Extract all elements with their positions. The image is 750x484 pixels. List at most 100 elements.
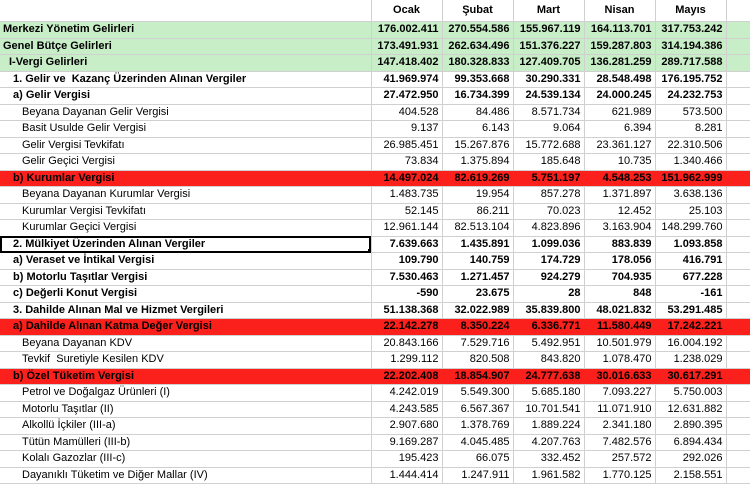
value-cell[interactable]: 5.549.300 [441,384,514,402]
value-cell[interactable]: 3.163.904 [583,219,656,237]
value-cell[interactable]: 66.075 [441,450,514,468]
value-cell[interactable]: 24.539.134 [512,87,585,105]
value-cell[interactable]: 41.969.974 [370,70,443,88]
clipped-cell[interactable] [725,21,750,39]
clipped-cell[interactable] [725,252,750,270]
value-cell[interactable]: 270.554.586 [441,21,514,39]
value-cell[interactable]: 3.638.136 [654,186,727,204]
clipped-cell[interactable] [725,136,750,154]
value-cell[interactable]: 677.228 [654,268,727,286]
value-cell[interactable]: 317.753.242 [654,21,727,39]
value-cell[interactable]: 1.378.769 [441,417,514,435]
clipped-cell[interactable] [725,301,750,319]
clipped-cell[interactable] [725,367,750,385]
value-cell[interactable]: 28 [512,285,585,303]
value-cell[interactable]: 136.281.259 [583,54,656,72]
value-cell[interactable]: 185.648 [512,153,585,171]
clipped-cell[interactable] [725,70,750,88]
row-label-cell[interactable]: Basit Usulde Gelir Vergisi [0,120,372,138]
value-cell[interactable]: 5.492.951 [512,334,585,352]
value-cell[interactable]: 257.572 [583,450,656,468]
value-cell[interactable]: 26.985.451 [370,136,443,154]
clipped-cell[interactable] [725,351,750,369]
clipped-cell[interactable] [725,169,750,187]
value-cell[interactable]: 314.194.386 [654,37,727,55]
value-cell[interactable]: 5.751.197 [512,169,585,187]
value-cell[interactable]: 84.486 [441,103,514,121]
row-label-cell-selected[interactable]: 2. Mülkiyet Üzerinden Alınan Vergiler [0,235,372,253]
value-cell[interactable]: 180.328.833 [441,54,514,72]
value-cell[interactable]: 848 [583,285,656,303]
value-cell[interactable]: 82.513.104 [441,219,514,237]
value-cell[interactable]: 1.078.470 [583,351,656,369]
value-cell[interactable]: 30.016.633 [583,367,656,385]
value-cell[interactable]: 174.729 [512,252,585,270]
value-cell[interactable]: 27.472.950 [370,87,443,105]
row-label-cell[interactable]: b) Motorlu Taşıtlar Vergisi [0,268,372,286]
value-cell[interactable]: 23.361.127 [583,136,656,154]
row-label-cell[interactable]: Kurumlar Geçici Vergisi [0,219,372,237]
value-cell[interactable]: 8.281 [654,120,727,138]
value-cell[interactable]: 820.508 [441,351,514,369]
value-cell[interactable]: 51.138.368 [370,301,443,319]
value-cell[interactable]: 15.267.876 [441,136,514,154]
value-cell[interactable]: 48.021.832 [583,301,656,319]
value-cell[interactable]: 109.790 [370,252,443,270]
clipped-cell[interactable] [725,219,750,237]
header-month-mayis[interactable]: Mayıs [654,0,727,22]
value-cell[interactable]: 155.967.119 [512,21,585,39]
value-cell[interactable]: 23.675 [441,285,514,303]
value-cell[interactable]: 5.685.180 [512,384,585,402]
value-cell[interactable]: 35.839.800 [512,301,585,319]
row-label-cell[interactable]: Beyana Dayanan Gelir Vergisi [0,103,372,121]
row-label-cell[interactable]: Kolalı Gazozlar (III-c) [0,450,372,468]
row-label-cell[interactable]: Merkezi Yönetim Gelirleri [0,21,372,39]
value-cell[interactable]: 151.376.227 [512,37,585,55]
header-stub-cell[interactable] [725,0,750,22]
value-cell[interactable]: 127.409.705 [512,54,585,72]
value-cell[interactable]: 12.631.882 [654,400,727,418]
value-cell[interactable]: 22.202.408 [370,367,443,385]
header-month-ocak[interactable]: Ocak [370,0,443,22]
value-cell[interactable]: 178.056 [583,252,656,270]
row-label-cell[interactable]: Petrol ve Doğalgaz Ürünleri (I) [0,384,372,402]
value-cell[interactable]: 6.894.434 [654,433,727,451]
clipped-cell[interactable] [725,400,750,418]
value-cell[interactable]: 176.195.752 [654,70,727,88]
value-cell[interactable]: 195.423 [370,450,443,468]
header-month-mart[interactable]: Mart [512,0,585,22]
value-cell[interactable]: 1.271.457 [441,268,514,286]
value-cell[interactable]: -590 [370,285,443,303]
row-label-cell[interactable]: Tevkif Suretiyle Kesilen KDV [0,351,372,369]
value-cell[interactable]: 1.093.858 [654,235,727,253]
value-cell[interactable]: 1.770.125 [583,466,656,484]
value-cell[interactable]: 73.834 [370,153,443,171]
row-label-cell[interactable]: b) Özel Tüketim Vergisi [0,367,372,385]
value-cell[interactable]: 573.500 [654,103,727,121]
value-cell[interactable]: 1.375.894 [441,153,514,171]
row-label-cell[interactable]: a) Veraset ve İntikal Vergisi [0,252,372,270]
value-cell[interactable]: 140.759 [441,252,514,270]
value-cell[interactable]: 30.290.331 [512,70,585,88]
header-empty-cell[interactable] [0,0,372,22]
row-label-cell[interactable]: Gelir Geçici Vergisi [0,153,372,171]
value-cell[interactable]: 148.299.760 [654,219,727,237]
value-cell[interactable]: 11.071.910 [583,400,656,418]
row-label-cell[interactable]: Motorlu Taşıtlar (II) [0,400,372,418]
value-cell[interactable]: 24.232.753 [654,87,727,105]
row-label-cell[interactable]: Dayanıklı Tüketim ve Diğer Mallar (IV) [0,466,372,484]
value-cell[interactable]: 1.299.112 [370,351,443,369]
value-cell[interactable]: 9.137 [370,120,443,138]
clipped-cell[interactable] [725,450,750,468]
clipped-cell[interactable] [725,87,750,105]
value-cell[interactable]: 25.103 [654,202,727,220]
clipped-cell[interactable] [725,153,750,171]
value-cell[interactable]: 52.145 [370,202,443,220]
value-cell[interactable]: 99.353.668 [441,70,514,88]
value-cell[interactable]: 7.482.576 [583,433,656,451]
clipped-cell[interactable] [725,54,750,72]
value-cell[interactable]: 8.350.224 [441,318,514,336]
value-cell[interactable]: 6.394 [583,120,656,138]
value-cell[interactable]: 292.026 [654,450,727,468]
value-cell[interactable]: 10.735 [583,153,656,171]
